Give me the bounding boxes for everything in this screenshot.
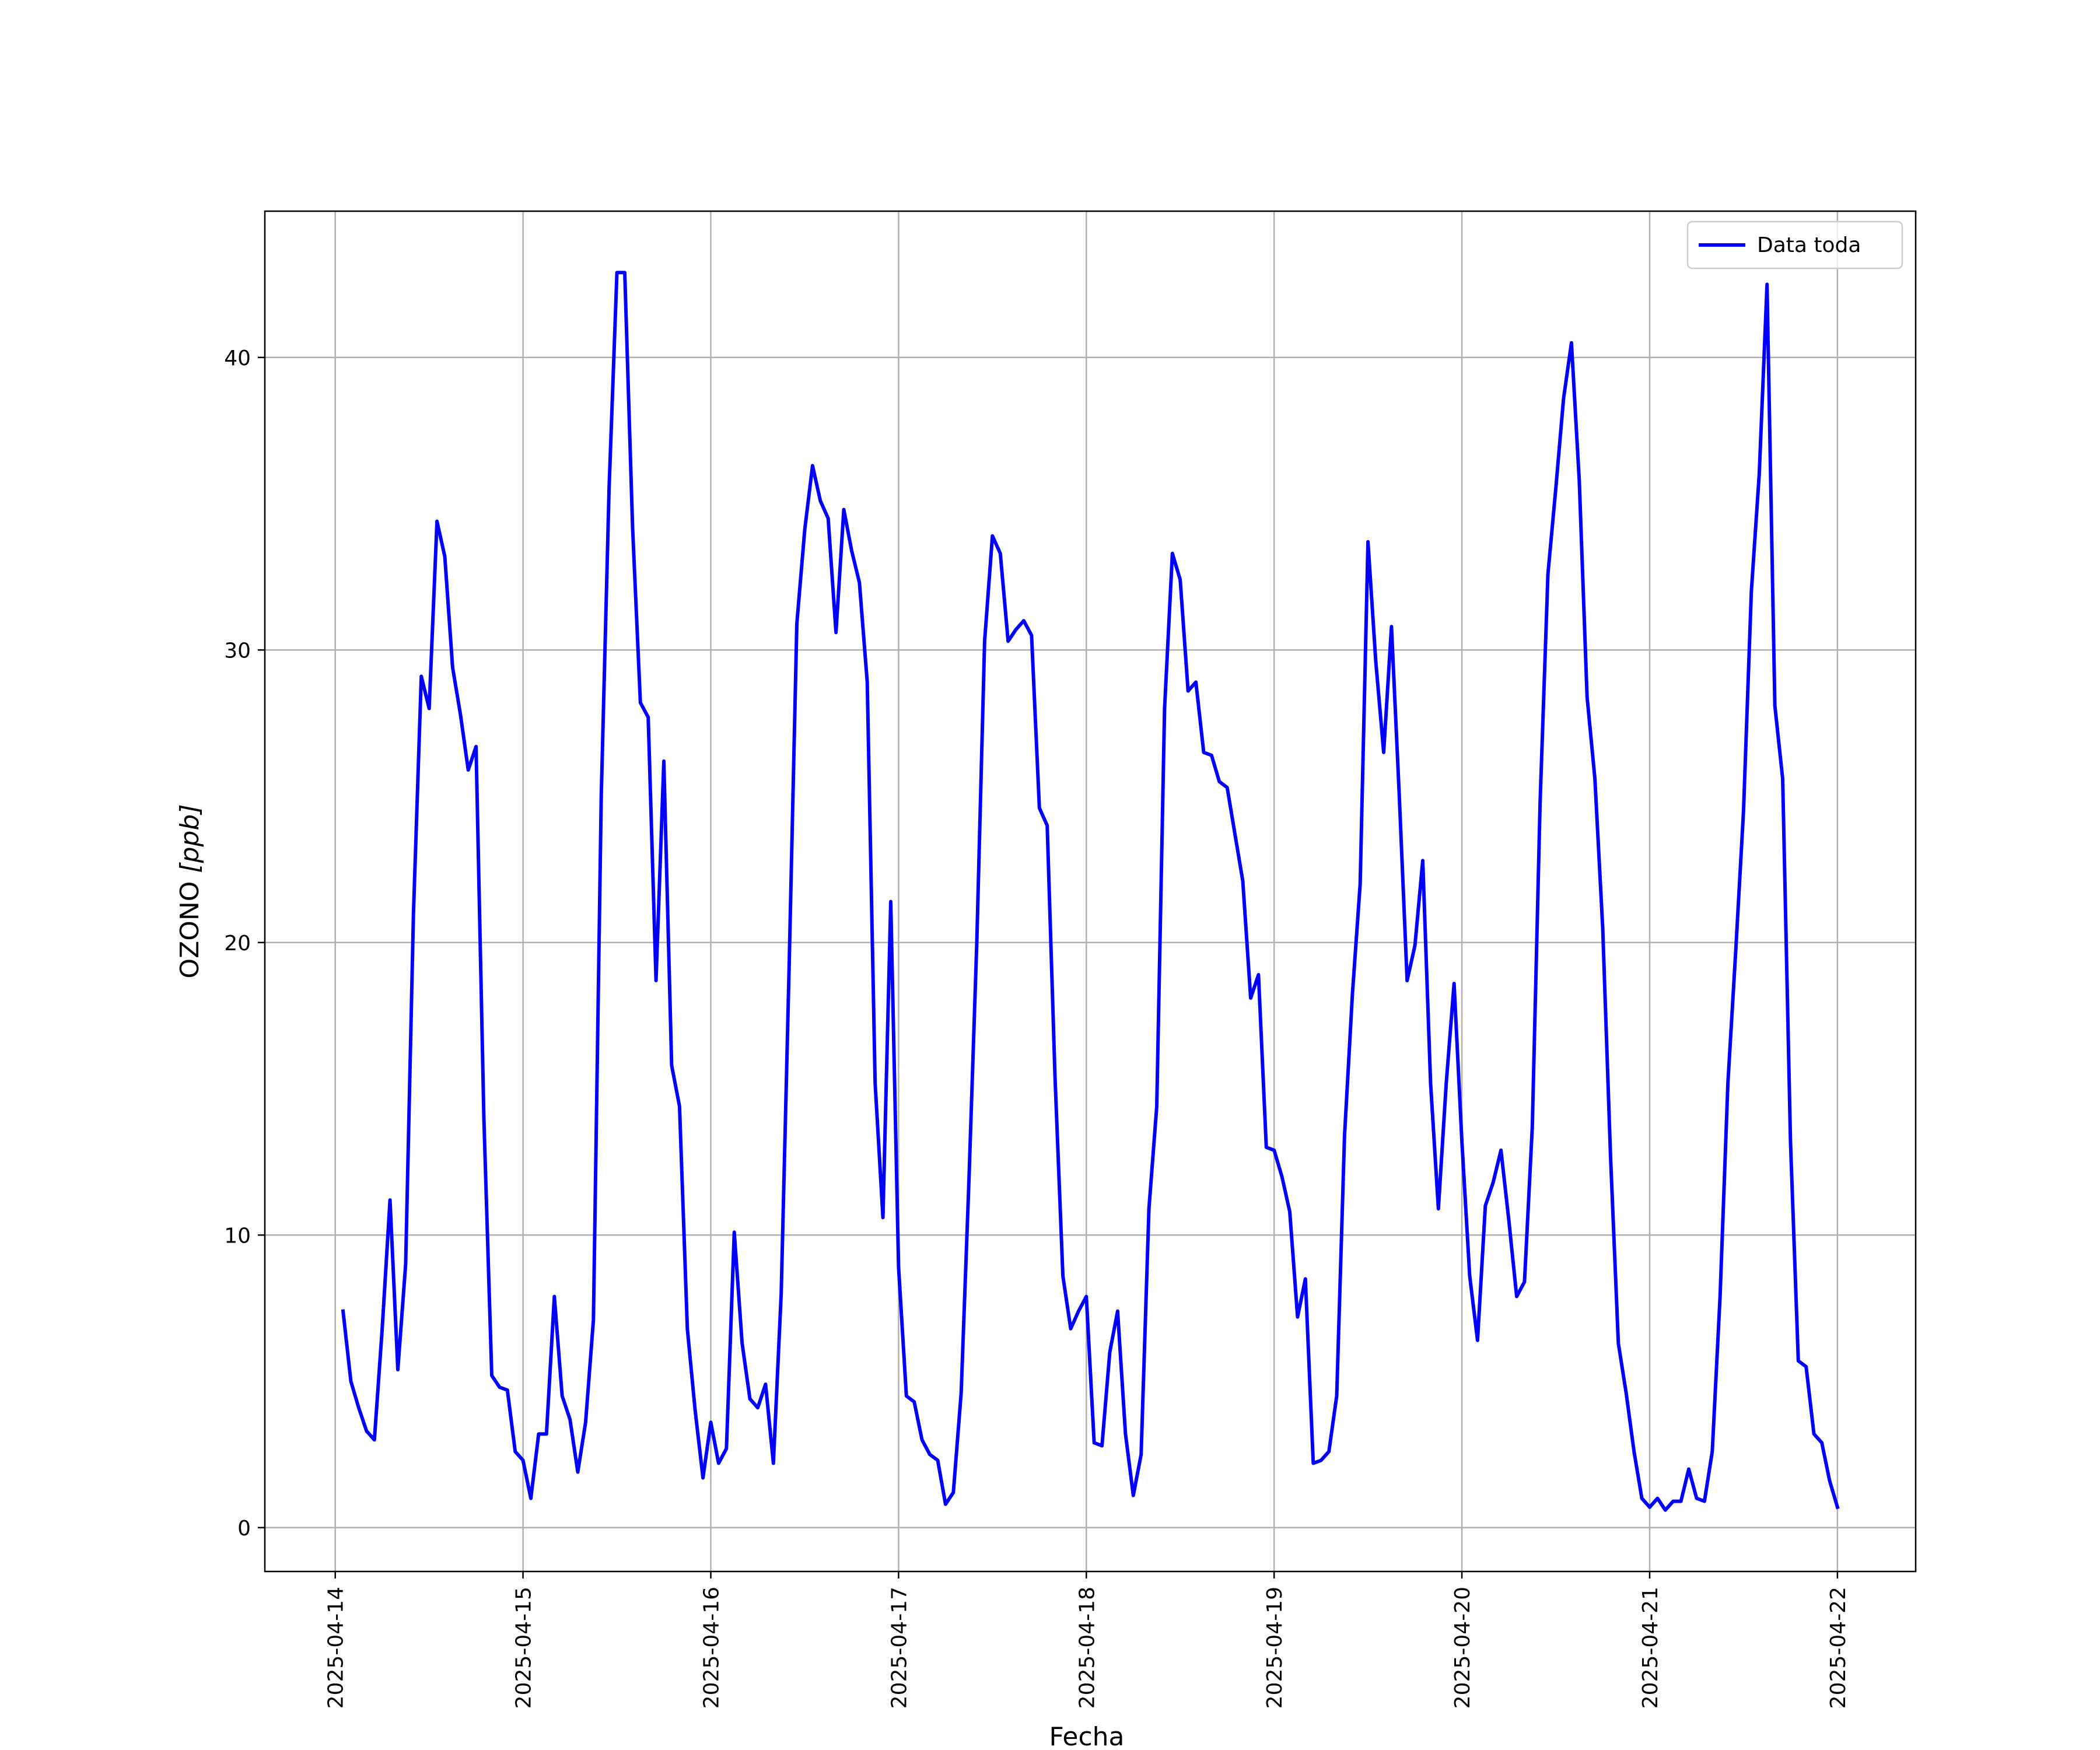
y-tick-label: 40 [224, 346, 251, 370]
data-layer [341, 271, 1840, 1512]
series-line-data-toda [341, 271, 1840, 1512]
x-tick-label: 2025-04-14 [324, 1587, 348, 1709]
legend-label: Data toda [1757, 233, 1861, 257]
x-tick-label: 2025-04-16 [700, 1587, 724, 1709]
y-tick-label: 10 [224, 1224, 251, 1248]
x-tick-label: 2025-04-21 [1639, 1587, 1662, 1709]
y-tick-label: 20 [224, 932, 251, 956]
axis-ticks: 0 10 20 30 40 2025-04-14 2025-04-15 2025-04-16 2… [224, 346, 1850, 1709]
y-tick-label: 30 [224, 639, 251, 663]
plot-frame [264, 210, 1917, 1573]
x-tick-label: 2025-04-17 [887, 1587, 911, 1709]
x-tick-label: 2025-04-22 [1826, 1587, 1850, 1709]
x-tick-label: 2025-04-20 [1451, 1587, 1475, 1709]
x-axis-label: Fecha [1049, 1722, 1124, 1750]
x-tick-label: 2025-04-15 [512, 1587, 536, 1709]
grid [265, 211, 1916, 1572]
x-tick-label: 2025-04-19 [1263, 1587, 1287, 1709]
y-tick-label: 0 [237, 1517, 251, 1541]
legend: Data toda [1686, 220, 1903, 270]
x-tick-label: 2025-04-18 [1075, 1587, 1099, 1709]
legend-box [1686, 220, 1903, 270]
y-axis-label-main: OZONO [175, 873, 205, 979]
y-axis-label-unit: [ppb] [175, 804, 205, 873]
y-axis-label: OZONO [ppb] [175, 804, 205, 978]
